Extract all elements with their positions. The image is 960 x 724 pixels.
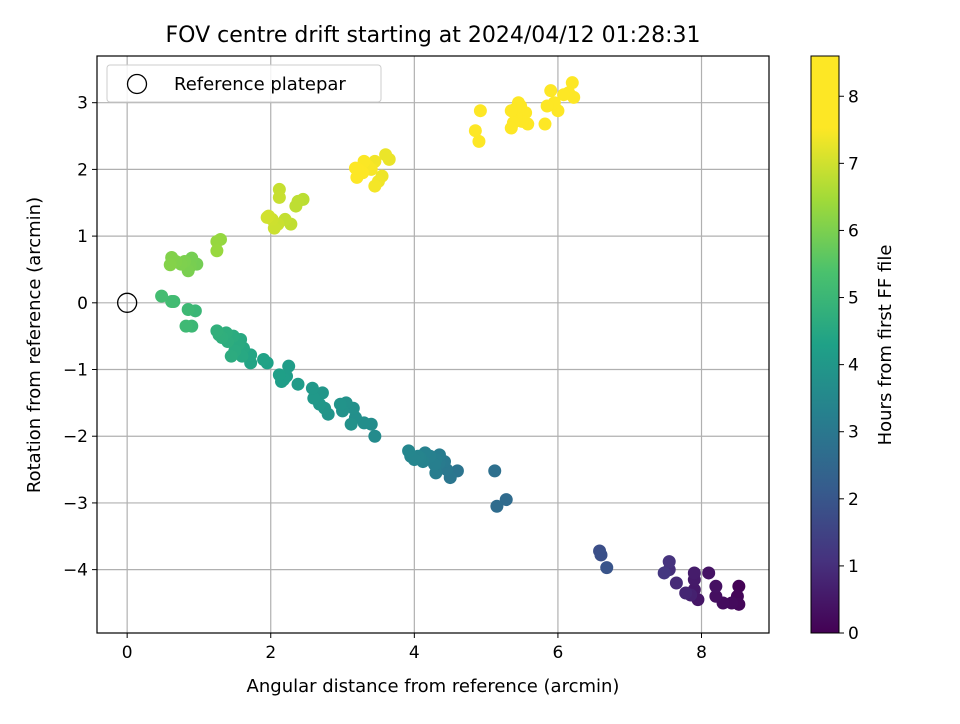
x-axis-ticks: 0 2 4 6 8 <box>122 633 707 663</box>
y-tick-label: 1 <box>77 227 88 247</box>
scatter-point <box>488 464 502 478</box>
scatter-point <box>662 555 676 569</box>
chart-title: FOV centre drift starting at 2024/04/12 … <box>166 23 701 48</box>
scatter-point <box>260 210 274 224</box>
scatter-point <box>473 104 487 118</box>
colorbar-tick-label: 7 <box>848 154 859 174</box>
scatter-point <box>291 377 305 391</box>
points-layer <box>117 76 746 611</box>
scatter-point <box>709 579 723 593</box>
y-tick-label: −1 <box>63 361 88 381</box>
legend-entry-reference-platepar: Reference platepar <box>174 74 346 95</box>
colorbar-label: Hours from first FF file <box>875 245 896 446</box>
legend: Reference platepar <box>106 64 382 103</box>
scatter-point <box>210 324 224 338</box>
scatter-point <box>344 417 358 431</box>
scatter-point <box>333 397 347 411</box>
scatter-point <box>368 179 382 193</box>
scatter-point <box>702 566 716 580</box>
x-tick-label: 0 <box>122 643 133 663</box>
legend-marker-reference <box>126 73 148 95</box>
scatter-point <box>289 199 303 213</box>
scatter-point <box>669 576 683 590</box>
x-tick-label: 4 <box>409 643 420 663</box>
scatter-point <box>565 76 579 90</box>
scatter-point <box>504 121 518 135</box>
reference-platepar-marker <box>117 292 138 313</box>
legend-box <box>106 64 382 103</box>
scatter-point <box>272 190 286 204</box>
colorbar-tick-label: 1 <box>848 557 859 577</box>
y-axis-ticks: −4 −3 −2 −1 0 1 2 3 <box>63 94 97 581</box>
scatter-point <box>468 124 482 138</box>
x-tick-label: 8 <box>696 643 707 663</box>
colorbar: 0 1 2 3 4 5 6 7 8 Hours from first FF file <box>810 55 896 644</box>
scatter-point <box>679 586 693 600</box>
scatter-point <box>379 148 393 162</box>
grid-layer <box>97 56 769 633</box>
scatter-point <box>709 589 723 603</box>
scatter-point <box>179 319 193 333</box>
y-tick-label: 0 <box>77 294 88 314</box>
scatter-point <box>307 391 321 405</box>
y-axis-label: Rotation from reference (arcmin) <box>24 197 45 493</box>
y-tick-label: 2 <box>77 160 88 180</box>
scatter-point <box>155 289 169 303</box>
scatter-point <box>544 84 558 98</box>
y-tick-label: −4 <box>63 561 88 581</box>
colorbar-tick-label: 5 <box>848 289 859 309</box>
colorbar-tick-label: 4 <box>848 356 859 376</box>
y-tick-label: 3 <box>77 94 88 114</box>
scatter-point <box>282 359 296 373</box>
scatter-point <box>594 548 608 562</box>
scatter-point <box>368 429 382 443</box>
scatter-point <box>600 561 614 575</box>
colorbar-tick-label: 2 <box>848 490 859 510</box>
colorbar-tick-label: 0 <box>848 624 859 644</box>
scatter-point <box>557 88 571 102</box>
colorbar-tick-label: 8 <box>848 87 859 107</box>
x-tick-label: 2 <box>265 643 276 663</box>
colorbar-tick-label: 3 <box>848 423 859 443</box>
scatter-point <box>272 368 286 382</box>
y-tick-label: −2 <box>63 427 88 447</box>
scatter-point <box>657 566 671 580</box>
scatter-point <box>732 579 746 593</box>
scatter-point <box>504 104 518 118</box>
colorbar-tick-label: 6 <box>848 221 859 241</box>
scatter-point <box>538 117 552 131</box>
scatter-point <box>210 244 224 258</box>
scatter-point <box>224 349 238 363</box>
scatter-point <box>257 353 271 367</box>
scatter-point <box>348 161 362 175</box>
scatter-point <box>305 381 319 395</box>
plot-frame <box>96 55 770 634</box>
colorbar-ticks: 0 1 2 3 4 5 6 7 8 <box>839 87 859 644</box>
y-tick-label: −3 <box>63 494 88 514</box>
scatter-point <box>165 294 179 308</box>
x-axis-label: Angular distance from reference (arcmin) <box>247 676 620 697</box>
scatter-point <box>472 134 486 148</box>
scatter-point <box>499 493 513 507</box>
scatter-point <box>402 444 416 458</box>
scatter-point <box>687 566 701 580</box>
colorbar-gradient <box>810 55 840 634</box>
x-tick-label: 6 <box>553 643 564 663</box>
scatter-point <box>163 258 177 272</box>
scatter-point <box>181 302 195 316</box>
scatter-point <box>490 499 504 513</box>
scatter-point <box>210 234 224 248</box>
scatter-point <box>540 99 554 113</box>
